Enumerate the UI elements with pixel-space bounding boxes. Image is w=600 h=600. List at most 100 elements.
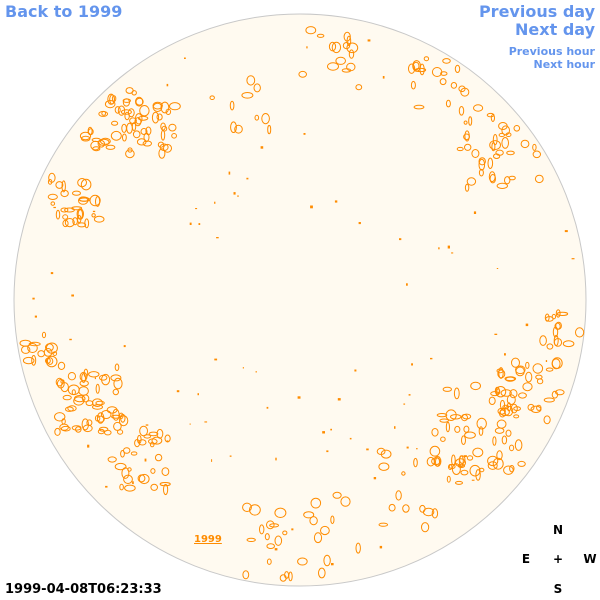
contour-mark	[148, 438, 158, 445]
contour-mark	[113, 421, 122, 431]
compass-west: W	[583, 552, 597, 566]
contour-mark	[62, 219, 69, 228]
contour-mark	[118, 415, 129, 427]
contour-mark	[501, 137, 510, 149]
contour-mark	[151, 436, 163, 445]
contour-mark	[504, 405, 514, 417]
contour-mark	[101, 111, 107, 116]
contour-mark	[121, 467, 130, 479]
next-hour-link[interactable]: Next hour	[533, 58, 596, 71]
contour-speck	[379, 545, 383, 549]
contour-speck	[473, 211, 477, 214]
map-year-label: 1999	[194, 534, 222, 545]
contour-mark	[47, 179, 53, 185]
contour-mark	[150, 483, 158, 491]
contour-mark	[508, 175, 516, 181]
compass-east: E	[521, 552, 531, 566]
contour-speck	[105, 485, 108, 488]
contour-mark	[436, 413, 448, 418]
contour-mark	[440, 71, 448, 76]
contour-mark	[85, 400, 94, 407]
contour-mark	[92, 146, 101, 152]
contour-mark	[22, 356, 35, 365]
contour-mark	[505, 376, 516, 382]
contour-mark	[261, 113, 270, 125]
contour-speck	[255, 371, 257, 373]
contour-mark	[330, 515, 335, 525]
contour-mark	[401, 471, 406, 476]
contour-mark	[500, 389, 512, 397]
contour-mark	[448, 463, 456, 470]
contour-speck	[408, 394, 411, 396]
contour-mark	[487, 157, 494, 170]
contour-mark	[62, 214, 69, 220]
contour-speck	[358, 222, 361, 225]
contour-mark	[509, 465, 515, 473]
previous-day-link[interactable]: Previous day	[478, 2, 595, 21]
contour-mark	[504, 176, 511, 185]
contour-mark	[78, 386, 89, 396]
contour-speck	[447, 245, 450, 249]
contour-mark	[107, 93, 115, 105]
contour-mark	[111, 120, 119, 126]
contour-mark	[458, 85, 466, 93]
contour-speck	[166, 440, 169, 442]
contour-mark	[348, 49, 355, 59]
contour-speck	[367, 39, 371, 42]
contour-mark	[515, 365, 526, 375]
contour-mark	[157, 141, 165, 148]
contour-mark	[486, 112, 495, 118]
contour-mark	[495, 386, 507, 398]
contour-mark	[378, 462, 390, 471]
contour-mark	[525, 361, 530, 369]
contour-mark	[517, 460, 526, 467]
contour-speck	[545, 360, 548, 362]
contour-mark	[96, 412, 105, 424]
contour-speck	[471, 479, 475, 481]
contour-mark	[496, 182, 508, 189]
contour-speck	[297, 396, 301, 399]
contour-mark	[494, 427, 505, 434]
contour-mark	[478, 168, 484, 177]
contour-mark	[468, 116, 473, 126]
contour-mark	[242, 502, 252, 512]
contour-mark	[88, 371, 100, 378]
contour-mark	[67, 372, 77, 381]
contour-mark	[454, 425, 461, 433]
contour-mark	[320, 525, 330, 536]
contour-mark	[413, 457, 418, 468]
contour-mark	[469, 464, 481, 477]
contour-mark	[328, 41, 337, 52]
contour-mark	[346, 35, 352, 47]
contour-mark	[439, 418, 450, 423]
compass-north: N	[552, 523, 564, 537]
contour-speck	[195, 208, 198, 210]
contour-speck	[228, 171, 231, 175]
contour-speck	[32, 297, 35, 300]
contour-speck	[260, 146, 264, 149]
contour-mark	[160, 122, 166, 131]
contour-mark	[450, 414, 462, 420]
contour-mark	[421, 522, 430, 533]
next-day-link[interactable]: Next day	[515, 20, 595, 39]
contour-mark	[127, 467, 132, 472]
contour-mark	[496, 388, 501, 395]
contour-speck	[411, 363, 413, 366]
contour-mark	[506, 150, 515, 156]
contour-mark	[490, 114, 495, 122]
contour-mark	[543, 415, 551, 425]
previous-hour-link[interactable]: Previous hour	[508, 45, 595, 58]
contour-mark	[303, 511, 315, 519]
back-to-year-link[interactable]: Back to 1999	[5, 2, 123, 21]
contour-speck	[326, 450, 329, 453]
contour-mark	[346, 42, 359, 54]
contour-mark	[555, 309, 561, 318]
contour-mark	[501, 125, 511, 136]
contour-mark	[150, 468, 156, 474]
contour-speck	[216, 237, 219, 239]
contour-mark	[266, 543, 276, 549]
contour-speck	[92, 210, 96, 213]
contour-mark	[77, 222, 87, 228]
contour-mark	[460, 87, 470, 97]
contour-mark	[209, 95, 215, 100]
